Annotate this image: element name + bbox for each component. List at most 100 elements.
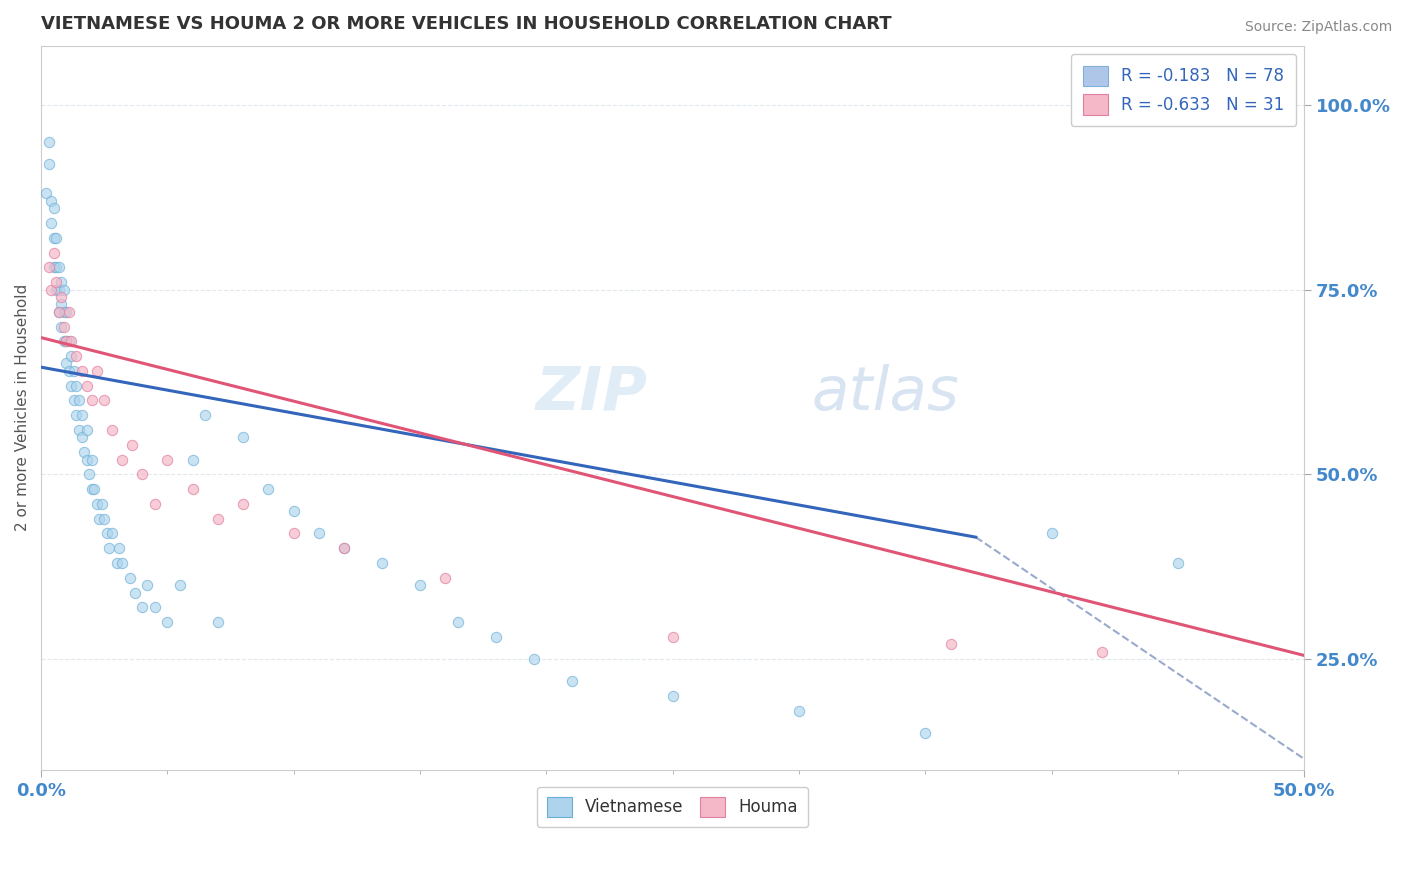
Point — [409, 578, 432, 592]
Point — [86, 497, 108, 511]
Point — [308, 526, 330, 541]
Point — [257, 482, 280, 496]
Point — [914, 726, 936, 740]
Point — [283, 504, 305, 518]
Point — [52, 283, 75, 297]
Point — [207, 615, 229, 630]
Point — [447, 615, 470, 630]
Point — [60, 349, 83, 363]
Point — [485, 630, 508, 644]
Point — [181, 452, 204, 467]
Point — [55, 304, 77, 318]
Point — [90, 497, 112, 511]
Point — [42, 201, 65, 215]
Point — [93, 393, 115, 408]
Point — [48, 304, 70, 318]
Point — [52, 334, 75, 349]
Point — [55, 334, 77, 349]
Point — [371, 556, 394, 570]
Point — [80, 393, 103, 408]
Point — [42, 260, 65, 275]
Point — [98, 541, 121, 556]
Point — [661, 630, 683, 644]
Point — [58, 364, 80, 378]
Point — [67, 423, 90, 437]
Point — [93, 512, 115, 526]
Point — [181, 482, 204, 496]
Point — [1167, 556, 1189, 570]
Point — [333, 541, 356, 556]
Point — [52, 304, 75, 318]
Point — [55, 334, 77, 349]
Text: VIETNAMESE VS HOUMA 2 OR MORE VEHICLES IN HOUSEHOLD CORRELATION CHART: VIETNAMESE VS HOUMA 2 OR MORE VEHICLES I… — [41, 15, 891, 33]
Point — [76, 423, 98, 437]
Point — [39, 283, 62, 297]
Point — [76, 452, 98, 467]
Point — [51, 297, 73, 311]
Point — [661, 689, 683, 703]
Point — [48, 260, 70, 275]
Point — [45, 260, 67, 275]
Point — [45, 275, 67, 289]
Point — [38, 157, 60, 171]
Point — [1040, 526, 1063, 541]
Point — [143, 497, 166, 511]
Point — [105, 556, 128, 570]
Point — [35, 186, 58, 201]
Point — [65, 349, 87, 363]
Point — [101, 423, 124, 437]
Point — [48, 283, 70, 297]
Point — [55, 356, 77, 370]
Point — [111, 556, 134, 570]
Point — [52, 319, 75, 334]
Point — [156, 452, 179, 467]
Point — [939, 637, 962, 651]
Point — [39, 194, 62, 208]
Text: Source: ZipAtlas.com: Source: ZipAtlas.com — [1244, 20, 1392, 34]
Point — [232, 497, 254, 511]
Point — [38, 260, 60, 275]
Point — [70, 364, 93, 378]
Point — [434, 571, 457, 585]
Point — [194, 408, 217, 422]
Point — [48, 304, 70, 318]
Point — [83, 482, 105, 496]
Point — [65, 378, 87, 392]
Point — [333, 541, 356, 556]
Point — [60, 334, 83, 349]
Point — [232, 430, 254, 444]
Point — [101, 526, 124, 541]
Point — [45, 283, 67, 297]
Point — [131, 600, 153, 615]
Text: ZIP: ZIP — [536, 364, 647, 423]
Point — [51, 319, 73, 334]
Point — [60, 378, 83, 392]
Point — [96, 526, 118, 541]
Point — [86, 364, 108, 378]
Point — [156, 615, 179, 630]
Point — [143, 600, 166, 615]
Point — [67, 393, 90, 408]
Y-axis label: 2 or more Vehicles in Household: 2 or more Vehicles in Household — [15, 285, 30, 532]
Point — [1091, 645, 1114, 659]
Point — [124, 585, 146, 599]
Point — [65, 408, 87, 422]
Point — [523, 652, 546, 666]
Point — [108, 541, 131, 556]
Point — [73, 445, 96, 459]
Point — [42, 245, 65, 260]
Point — [76, 378, 98, 392]
Point — [131, 467, 153, 482]
Legend: Vietnamese, Houma: Vietnamese, Houma — [537, 787, 808, 827]
Point — [70, 430, 93, 444]
Point — [136, 578, 159, 592]
Point — [283, 526, 305, 541]
Point — [39, 216, 62, 230]
Point — [787, 704, 810, 718]
Point — [118, 571, 141, 585]
Point — [561, 674, 583, 689]
Point — [77, 467, 100, 482]
Point — [45, 231, 67, 245]
Point — [80, 482, 103, 496]
Point — [169, 578, 191, 592]
